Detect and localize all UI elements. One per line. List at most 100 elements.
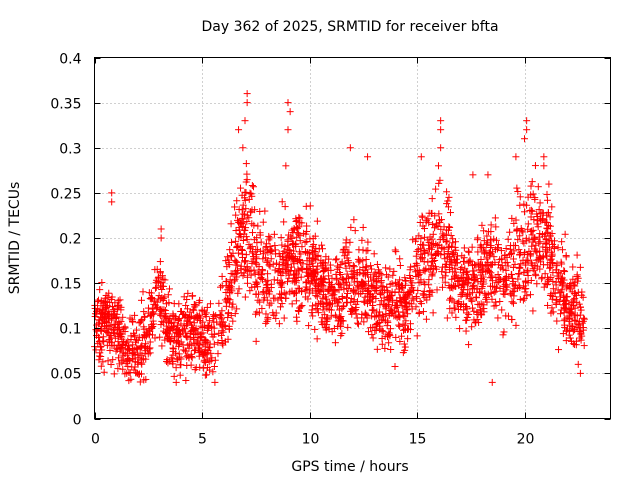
data-point xyxy=(316,288,324,296)
data-point xyxy=(234,242,242,250)
data-point xyxy=(184,314,192,322)
data-point xyxy=(284,126,292,134)
data-point xyxy=(242,251,250,259)
data-point xyxy=(270,230,278,238)
data-point xyxy=(489,248,497,256)
data-point xyxy=(470,261,478,269)
data-point xyxy=(117,306,125,314)
data-point xyxy=(295,213,303,221)
data-point xyxy=(568,323,576,331)
data-point xyxy=(224,295,232,303)
data-point xyxy=(406,287,414,295)
data-point xyxy=(196,296,204,304)
data-point xyxy=(260,250,268,258)
data-point xyxy=(314,252,322,260)
data-point xyxy=(231,203,239,211)
data-point xyxy=(289,229,297,237)
data-point xyxy=(399,349,407,357)
data-point xyxy=(313,335,321,343)
data-point xyxy=(233,305,241,313)
data-point xyxy=(172,349,180,357)
data-point xyxy=(523,251,531,259)
data-point xyxy=(170,372,178,380)
data-point xyxy=(256,298,264,306)
data-point xyxy=(364,238,372,246)
data-point xyxy=(504,262,512,270)
data-point xyxy=(544,301,552,309)
data-point xyxy=(306,255,314,263)
data-point xyxy=(200,364,208,372)
data-point xyxy=(553,317,561,325)
data-point xyxy=(159,275,167,283)
data-point xyxy=(296,232,304,240)
data-point xyxy=(169,344,177,352)
data-point xyxy=(549,308,557,316)
data-point xyxy=(239,144,247,152)
data-point xyxy=(388,280,396,288)
data-point xyxy=(276,290,284,298)
data-point xyxy=(446,209,454,217)
data-point xyxy=(128,344,136,352)
data-point xyxy=(513,184,521,192)
data-point xyxy=(295,230,303,238)
data-point xyxy=(569,275,577,283)
data-point xyxy=(375,318,383,326)
data-point xyxy=(128,363,136,371)
data-point xyxy=(372,284,380,292)
data-point xyxy=(529,190,537,198)
data-point xyxy=(128,316,136,324)
data-point xyxy=(569,263,577,271)
data-point xyxy=(482,291,490,299)
data-point xyxy=(263,246,271,254)
data-point xyxy=(218,339,226,347)
data-point xyxy=(221,323,229,331)
data-point xyxy=(370,306,378,314)
data-point xyxy=(359,263,367,271)
y-tick-label: 0 xyxy=(73,413,82,429)
data-point xyxy=(365,285,373,293)
data-point xyxy=(402,304,410,312)
data-point xyxy=(287,267,295,275)
data-point xyxy=(432,185,440,193)
data-point xyxy=(493,236,501,244)
data-point xyxy=(563,282,571,290)
data-point xyxy=(180,322,188,330)
data-point xyxy=(475,289,483,297)
data-point xyxy=(282,162,290,170)
data-point xyxy=(484,239,492,247)
data-point xyxy=(136,349,144,357)
data-point xyxy=(326,261,334,269)
data-point xyxy=(512,321,520,329)
data-point xyxy=(469,281,477,289)
data-point xyxy=(417,300,425,308)
data-point xyxy=(413,332,421,340)
data-point xyxy=(248,206,256,214)
data-point xyxy=(578,332,586,340)
data-point xyxy=(170,319,178,327)
data-point xyxy=(481,289,489,297)
data-point xyxy=(401,274,409,282)
data-point xyxy=(313,293,321,301)
x-axis-label: GPS time / hours xyxy=(291,459,408,475)
data-point xyxy=(313,305,321,313)
data-point xyxy=(438,268,446,276)
data-point xyxy=(431,263,439,271)
data-point xyxy=(480,276,488,284)
data-point xyxy=(281,242,289,250)
data-point xyxy=(571,317,579,325)
data-point xyxy=(332,296,340,304)
data-point xyxy=(140,313,148,321)
data-point xyxy=(351,227,359,235)
data-point xyxy=(544,225,552,233)
data-point xyxy=(425,266,433,274)
data-point xyxy=(184,289,192,297)
data-point xyxy=(243,273,251,281)
data-point xyxy=(565,331,573,339)
data-point xyxy=(575,300,583,308)
data-point xyxy=(382,264,390,272)
data-point xyxy=(425,241,433,249)
data-point xyxy=(459,269,467,277)
data-point xyxy=(153,304,161,312)
data-point xyxy=(227,220,235,228)
data-point xyxy=(167,338,175,346)
